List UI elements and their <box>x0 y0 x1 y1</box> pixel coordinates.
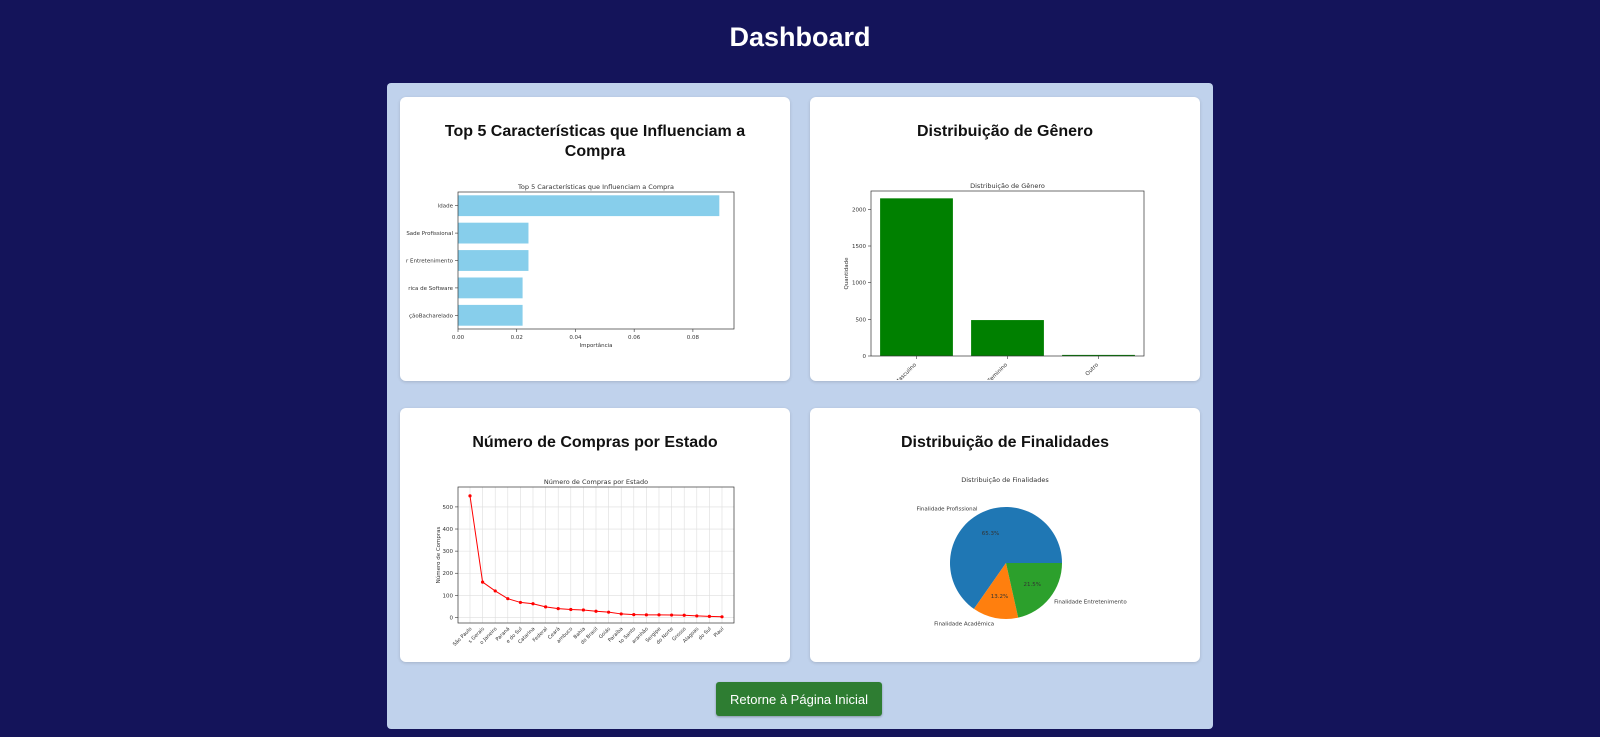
x-tick-label: 0.06 <box>628 335 641 341</box>
pie-slice <box>973 563 1019 619</box>
x-tick-label: 0.08 <box>687 335 700 341</box>
bar <box>458 222 529 244</box>
plot-frame <box>457 486 735 624</box>
data-point <box>594 609 598 613</box>
plot-frame <box>457 191 735 330</box>
bar <box>880 198 953 356</box>
data-point <box>720 615 724 619</box>
data-point <box>632 612 636 617</box>
dashboard-panel: Top 5 Características que Influenciam a … <box>387 83 1213 729</box>
bar <box>458 250 529 271</box>
pie-pct-label: 21.5% <box>1023 582 1040 588</box>
data-point <box>707 614 711 618</box>
pie-pct-label: 13.2% <box>991 594 1008 600</box>
chart-card-state-purchases: Número de Compras por Estado Número de C… <box>400 408 790 662</box>
chart-title: Número de Compras por Estado <box>544 478 648 486</box>
data-point <box>644 613 648 617</box>
y-tick-label: 400 <box>443 527 454 533</box>
bar <box>458 304 523 326</box>
card-title: Número de Compras por Estado <box>472 434 718 451</box>
data-point <box>569 607 573 612</box>
data-point <box>581 608 585 612</box>
data-point <box>607 610 611 614</box>
chart-card-purposes: Distribuição de Finalidades Distribuição… <box>810 408 1200 662</box>
card-title: Distribuição de Finalidades <box>900 434 1110 451</box>
chart-title: Distribuição de Finalidades <box>961 476 1049 484</box>
bar <box>971 320 1044 356</box>
y-tick-label: 1500 <box>852 244 866 250</box>
y-tick-label: ldade <box>438 204 454 210</box>
gender-chart: Distribuição de Gênero Masculino Feminino O… <box>844 182 1145 380</box>
chart-card-top-features: Top 5 Características que Influenciam a … <box>400 97 790 381</box>
x-tick-label: Piauí <box>712 625 726 639</box>
x-tick-label: do Sul <box>698 626 713 641</box>
data-point <box>531 602 535 606</box>
y-tick-label: r Entretenimento <box>406 259 454 265</box>
data-point <box>682 613 686 617</box>
plot-frame <box>870 190 1145 357</box>
data-point <box>493 589 497 593</box>
y-tick-label: 0 <box>450 615 454 621</box>
x-tick-label: 0.00 <box>452 335 465 341</box>
y-tick-label: 500 <box>856 317 867 323</box>
chart-title: Distribuição de Gênero <box>970 182 1045 190</box>
data-point <box>670 613 674 617</box>
data-point <box>657 613 661 617</box>
y-axis-label: Número de Compras <box>435 526 442 583</box>
y-tick-label: 100 <box>443 593 454 599</box>
x-tick-label: Masculino <box>894 362 918 380</box>
y-tick-label: 500 <box>443 505 454 511</box>
y-tick-label: 200 <box>443 571 454 577</box>
bar <box>458 195 720 217</box>
top-features-chart: Top 5 Características que Influenciam a … <box>406 183 735 349</box>
x-axis-label: Importância <box>579 342 612 349</box>
y-tick-label: 300 <box>443 549 454 555</box>
data-point <box>556 607 560 611</box>
pie-label: Finalidade Acadêmica <box>934 620 994 627</box>
state-purchases-chart: Número de Compras por Estado 0 100 200 300 40… <box>435 478 735 648</box>
data-point <box>468 494 472 498</box>
page-title: Dashboard <box>729 22 871 52</box>
pie-label: Finalidade Entretenimento <box>1054 600 1127 606</box>
card-title: Top 5 Características que Influenciam a … <box>444 123 746 160</box>
data-point <box>506 597 510 601</box>
data-point <box>518 600 522 605</box>
data-point <box>544 605 548 609</box>
card-title: Distribuição de Gênero <box>916 123 1094 140</box>
y-axis-label: Quantidade <box>844 257 850 290</box>
data-point <box>481 580 485 584</box>
bar <box>458 277 523 299</box>
x-tick-label: Feminino <box>987 362 1009 380</box>
pie-slice <box>950 507 1062 609</box>
y-tick-label: 1000 <box>852 281 866 287</box>
y-tick-label: rica de Software <box>408 286 453 292</box>
y-tick-label: 2000 <box>852 207 866 213</box>
chart-card-gender: Distribuição de Gênero Distribuição de G… <box>810 97 1200 381</box>
x-tick-label: 0.02 <box>511 335 523 341</box>
pie-pct-label: 65.3% <box>982 531 999 537</box>
return-home-button[interactable]: Retorne à Página Inicial <box>716 682 882 716</box>
pie-label: Finalidade Profissional <box>917 506 978 512</box>
purposes-chart: Distribuição de Finalidades 65.3% Finalida… <box>917 476 1128 627</box>
chart-title: Top 5 Características que Influenciam a … <box>517 183 674 191</box>
y-tick-label: 0 <box>863 354 867 360</box>
x-tick-label: 0.04 <box>569 335 582 341</box>
data-point <box>695 614 699 618</box>
y-tick-label: Sade Profissional <box>406 231 453 237</box>
x-tick-label: Outro <box>1085 362 1101 378</box>
y-tick-label: çãoBacharelado <box>409 313 454 319</box>
pie-slice <box>1006 563 1062 618</box>
data-point <box>619 612 623 616</box>
bar <box>1062 354 1135 356</box>
